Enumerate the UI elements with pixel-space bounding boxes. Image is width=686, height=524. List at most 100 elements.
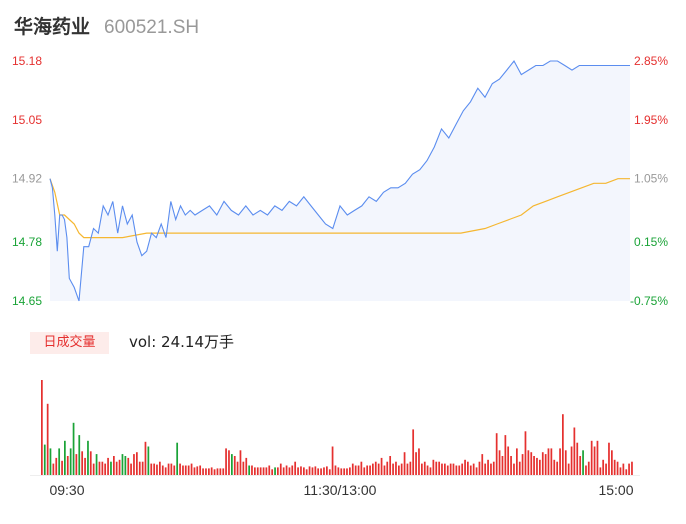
volume-bar — [366, 465, 369, 475]
volume-bar — [81, 451, 84, 476]
volume-bar — [441, 463, 443, 475]
x-tick-label: 11:30/13:00 — [304, 482, 377, 498]
y-right-tick-label: 1.95% — [634, 113, 668, 127]
volume-bar — [208, 468, 210, 476]
volume-bar — [331, 446, 334, 475]
volume-bar — [415, 452, 417, 475]
volume-bar — [55, 457, 58, 475]
volume-bar — [377, 463, 380, 475]
volume-bar — [429, 467, 432, 475]
volume-bar — [127, 457, 130, 475]
volume-bar — [349, 467, 351, 475]
volume-bar — [274, 467, 276, 475]
volume-bar — [231, 454, 233, 475]
volume-bar — [444, 463, 446, 475]
volume-bar — [599, 467, 602, 475]
volume-bar — [136, 452, 138, 475]
volume-bar — [539, 459, 541, 475]
volume-bar — [421, 463, 423, 475]
volume-bar — [144, 441, 147, 476]
volume-bar — [268, 465, 271, 475]
volume-bar — [510, 456, 512, 475]
volume-bar — [167, 463, 170, 475]
volume-bar — [611, 450, 613, 475]
price-line — [49, 60, 630, 302]
volume-bar — [184, 465, 187, 475]
volume-bar — [455, 465, 458, 475]
volume-bar — [213, 469, 216, 475]
volume-bar — [92, 463, 95, 475]
volume-bar — [254, 467, 256, 475]
volume-bar — [625, 469, 628, 475]
volume-bar — [317, 468, 320, 476]
y-right-tick-label: 0.15% — [634, 235, 668, 249]
volume-bar — [236, 461, 239, 475]
volume-bar — [351, 463, 354, 475]
y-left-tick-label: 14.65 — [12, 294, 42, 308]
volume-bar — [567, 463, 570, 475]
volume-bar — [320, 468, 322, 476]
volume-bar — [579, 456, 582, 475]
volume-bar — [43, 444, 46, 475]
volume-bar — [464, 459, 466, 475]
volume-bar — [193, 467, 196, 475]
volume-bar — [392, 463, 394, 475]
volume-bar — [285, 465, 288, 475]
volume-bar — [547, 448, 550, 475]
y-right-tick-label: 2.85% — [634, 54, 668, 68]
volume-bar — [288, 467, 291, 475]
volume-bar — [585, 465, 587, 475]
volume-bar — [216, 468, 219, 476]
volume-bar — [398, 465, 400, 475]
volume-bar — [386, 461, 389, 475]
volume-bar — [64, 440, 66, 475]
volume-bar — [423, 461, 426, 475]
volume-bar — [150, 463, 153, 475]
volume-bar — [616, 461, 619, 475]
volume-bar — [481, 454, 484, 475]
y-left-tick-label: 15.05 — [12, 113, 42, 127]
volume-bar — [605, 463, 607, 475]
volume-bar — [159, 461, 161, 475]
volume-bar — [233, 456, 236, 475]
volume-bar — [452, 463, 455, 475]
volume-bar — [527, 450, 530, 475]
volume-bar — [69, 448, 72, 475]
volume-bar — [110, 461, 112, 475]
volume-bar — [383, 465, 386, 475]
volume-bar — [104, 463, 107, 475]
volume-bar — [265, 467, 268, 475]
volume-bar — [458, 465, 461, 475]
volume-bar — [242, 461, 245, 475]
volume-bar — [475, 467, 478, 475]
volume-bar — [449, 463, 452, 475]
volume-bar — [570, 446, 573, 475]
volume-bar — [426, 465, 429, 475]
volume-total: vol: 24.14万手 — [129, 333, 234, 351]
volume-bar — [478, 461, 481, 475]
volume-bar — [49, 448, 52, 475]
volume-bar — [553, 459, 556, 475]
volume-bar — [61, 460, 63, 476]
volume-bar — [164, 467, 167, 475]
volume-bar — [484, 463, 487, 475]
volume-bar — [556, 461, 559, 475]
volume-bar — [530, 452, 533, 475]
y-left-tick-label: 14.92 — [12, 172, 42, 186]
volume-bar — [222, 468, 225, 476]
volume-bar — [41, 380, 43, 475]
volume-bar — [403, 452, 406, 475]
volume-bar — [72, 422, 75, 476]
volume-bar — [544, 454, 547, 475]
volume-bar — [487, 459, 489, 475]
volume-bar — [432, 459, 435, 475]
volume-bar — [536, 457, 538, 475]
volume-bar — [590, 440, 593, 475]
volume-bar — [176, 442, 179, 475]
volume-bar — [395, 461, 397, 475]
volume-bar — [173, 465, 176, 475]
volume-bar — [622, 463, 625, 475]
volume-bar — [524, 431, 527, 475]
volume-bar — [363, 467, 366, 475]
volume-bar — [190, 463, 193, 475]
